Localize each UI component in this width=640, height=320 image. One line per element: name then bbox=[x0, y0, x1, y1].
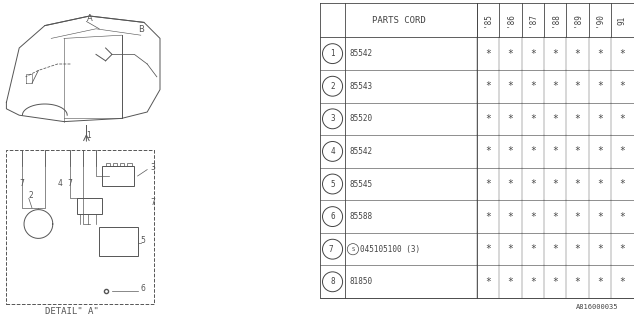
Text: '85: '85 bbox=[483, 13, 493, 27]
Text: S: S bbox=[351, 247, 355, 252]
Text: 5: 5 bbox=[330, 180, 335, 188]
Text: *: * bbox=[597, 81, 603, 91]
Text: *: * bbox=[530, 81, 536, 91]
Text: 91: 91 bbox=[618, 16, 627, 25]
Text: '87: '87 bbox=[528, 13, 538, 27]
Text: *: * bbox=[597, 49, 603, 59]
Text: '86: '86 bbox=[506, 13, 515, 27]
Text: A: A bbox=[87, 14, 92, 23]
Text: *: * bbox=[552, 114, 558, 124]
Text: *: * bbox=[508, 277, 513, 287]
Text: 2: 2 bbox=[330, 82, 335, 91]
Text: *: * bbox=[485, 114, 491, 124]
Text: *: * bbox=[530, 147, 536, 156]
Text: 1: 1 bbox=[330, 49, 335, 58]
Text: 4: 4 bbox=[330, 147, 335, 156]
Text: *: * bbox=[597, 212, 603, 221]
Text: *: * bbox=[485, 81, 491, 91]
Text: *: * bbox=[597, 147, 603, 156]
Text: *: * bbox=[508, 212, 513, 221]
Text: A816000035: A816000035 bbox=[575, 305, 618, 310]
Text: *: * bbox=[620, 81, 625, 91]
Text: 85545: 85545 bbox=[350, 180, 373, 188]
Text: *: * bbox=[508, 114, 513, 124]
Text: *: * bbox=[530, 212, 536, 221]
Text: *: * bbox=[620, 114, 625, 124]
Text: 2: 2 bbox=[29, 191, 33, 200]
Text: *: * bbox=[530, 49, 536, 59]
Text: *: * bbox=[552, 49, 558, 59]
Text: 81850: 81850 bbox=[350, 277, 373, 286]
Text: *: * bbox=[552, 81, 558, 91]
Text: *: * bbox=[575, 244, 580, 254]
Text: *: * bbox=[575, 179, 580, 189]
Text: *: * bbox=[508, 81, 513, 91]
Text: *: * bbox=[530, 179, 536, 189]
Text: *: * bbox=[620, 49, 625, 59]
Text: 8: 8 bbox=[330, 277, 335, 286]
Text: *: * bbox=[552, 212, 558, 221]
Text: *: * bbox=[620, 244, 625, 254]
Text: 4: 4 bbox=[58, 179, 63, 188]
Text: 85543: 85543 bbox=[350, 82, 373, 91]
Text: *: * bbox=[508, 147, 513, 156]
Text: 6: 6 bbox=[141, 284, 146, 293]
Text: 85588: 85588 bbox=[350, 212, 373, 221]
Text: *: * bbox=[575, 277, 580, 287]
Text: PARTS CORD: PARTS CORD bbox=[372, 16, 425, 25]
Text: *: * bbox=[620, 147, 625, 156]
Text: *: * bbox=[485, 277, 491, 287]
Text: *: * bbox=[597, 179, 603, 189]
Text: *: * bbox=[485, 212, 491, 221]
Text: *: * bbox=[485, 49, 491, 59]
Text: *: * bbox=[552, 147, 558, 156]
Text: *: * bbox=[575, 114, 580, 124]
Text: *: * bbox=[508, 244, 513, 254]
Text: '88: '88 bbox=[550, 13, 560, 27]
Text: *: * bbox=[508, 49, 513, 59]
Text: *: * bbox=[530, 114, 536, 124]
Text: *: * bbox=[485, 147, 491, 156]
Text: 1: 1 bbox=[86, 131, 91, 140]
Text: 7: 7 bbox=[67, 179, 72, 188]
Text: 3: 3 bbox=[150, 163, 156, 172]
Text: *: * bbox=[575, 81, 580, 91]
Text: B: B bbox=[138, 25, 144, 34]
Text: *: * bbox=[485, 244, 491, 254]
Text: 3: 3 bbox=[330, 114, 335, 123]
Text: *: * bbox=[508, 179, 513, 189]
Text: *: * bbox=[597, 277, 603, 287]
Text: 85520: 85520 bbox=[350, 114, 373, 123]
Text: *: * bbox=[575, 212, 580, 221]
Text: 85542: 85542 bbox=[350, 49, 373, 58]
Text: *: * bbox=[575, 147, 580, 156]
Text: 85542: 85542 bbox=[350, 147, 373, 156]
Text: DETAIL" A": DETAIL" A" bbox=[45, 307, 99, 316]
Text: *: * bbox=[597, 114, 603, 124]
Text: *: * bbox=[530, 244, 536, 254]
Text: 7: 7 bbox=[150, 198, 156, 207]
Text: '90: '90 bbox=[595, 13, 605, 27]
Text: 7: 7 bbox=[19, 179, 24, 188]
Text: *: * bbox=[620, 179, 625, 189]
Text: *: * bbox=[575, 49, 580, 59]
Text: '89: '89 bbox=[573, 13, 582, 27]
Text: *: * bbox=[530, 277, 536, 287]
Text: *: * bbox=[620, 212, 625, 221]
Text: *: * bbox=[552, 277, 558, 287]
Text: *: * bbox=[485, 179, 491, 189]
Text: 6: 6 bbox=[330, 212, 335, 221]
Text: 045105100 (3): 045105100 (3) bbox=[360, 245, 420, 254]
Text: 7: 7 bbox=[329, 245, 333, 254]
Text: *: * bbox=[552, 179, 558, 189]
Text: *: * bbox=[552, 244, 558, 254]
Text: *: * bbox=[597, 244, 603, 254]
Text: 5: 5 bbox=[141, 236, 146, 245]
Text: *: * bbox=[620, 277, 625, 287]
